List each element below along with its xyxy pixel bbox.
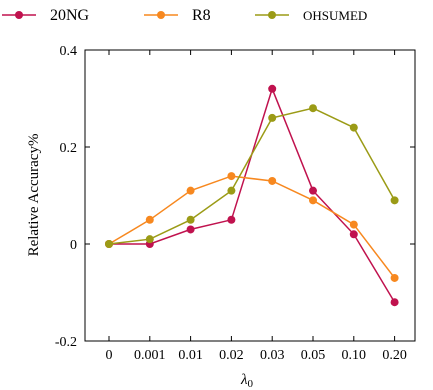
data-point xyxy=(309,186,317,195)
data-point xyxy=(186,225,195,234)
x-tick-label: 0 xyxy=(106,348,113,363)
plot-frame xyxy=(84,49,416,342)
x-tick-label: 0.03 xyxy=(260,348,285,363)
data-point xyxy=(227,186,236,195)
data-point xyxy=(186,186,195,195)
x-tick-label: 0.02 xyxy=(219,348,244,363)
data-point xyxy=(105,240,113,248)
x-tick-label: 0.10 xyxy=(342,348,367,363)
data-point xyxy=(268,84,277,93)
y-tick-label: 0.4 xyxy=(60,44,78,59)
data-point xyxy=(309,104,317,113)
x-tick-label: 0.20 xyxy=(382,348,407,363)
data-point xyxy=(309,196,317,205)
x-axis: 0 0.001 0.01 0.02 0.03 0.05 0.10 0.20 xyxy=(106,50,407,363)
data-point xyxy=(268,176,277,185)
y-axis: 0.4 0.2 0 -0.2 xyxy=(55,44,415,350)
data-point xyxy=(349,123,358,132)
x-tick-label: 0.01 xyxy=(178,348,203,363)
data-point xyxy=(268,113,277,122)
x-tick-label: 0.05 xyxy=(301,348,326,363)
x-axis-title-subscript: 0 xyxy=(248,378,254,390)
legend-label: R8 xyxy=(192,7,211,24)
series-layer xyxy=(105,84,399,307)
data-point xyxy=(390,298,399,307)
data-point xyxy=(349,220,358,229)
series-ohsumed xyxy=(105,104,399,248)
series-r8 xyxy=(105,172,399,282)
data-point xyxy=(349,230,358,239)
legend-label: 20NG xyxy=(50,7,90,24)
x-axis-title: λ0 xyxy=(240,372,254,390)
legend-marker xyxy=(157,11,165,19)
series-20ng xyxy=(105,84,399,307)
y-tick-label: 0.2 xyxy=(60,141,78,156)
data-point xyxy=(145,215,154,224)
legend: 20NG R8 OHSUMED xyxy=(2,4,367,24)
data-point xyxy=(186,215,195,224)
series-line xyxy=(108,107,396,245)
data-point xyxy=(227,215,236,224)
data-point xyxy=(390,273,399,282)
y-axis-title: Relative Accuracy% xyxy=(26,134,42,257)
series-line xyxy=(109,86,396,303)
y-tick-label: 0 xyxy=(70,238,77,253)
legend-label: OHSUMED xyxy=(303,4,367,24)
legend-marker xyxy=(15,11,23,19)
data-point xyxy=(390,196,399,205)
legend-marker xyxy=(268,11,276,19)
x-axis-title-symbol: λ xyxy=(240,372,248,388)
data-point xyxy=(145,235,154,244)
data-point xyxy=(227,172,236,181)
x-tick-label: 0.001 xyxy=(134,348,166,363)
series-line xyxy=(108,175,396,279)
y-tick-label: -0.2 xyxy=(55,335,77,350)
